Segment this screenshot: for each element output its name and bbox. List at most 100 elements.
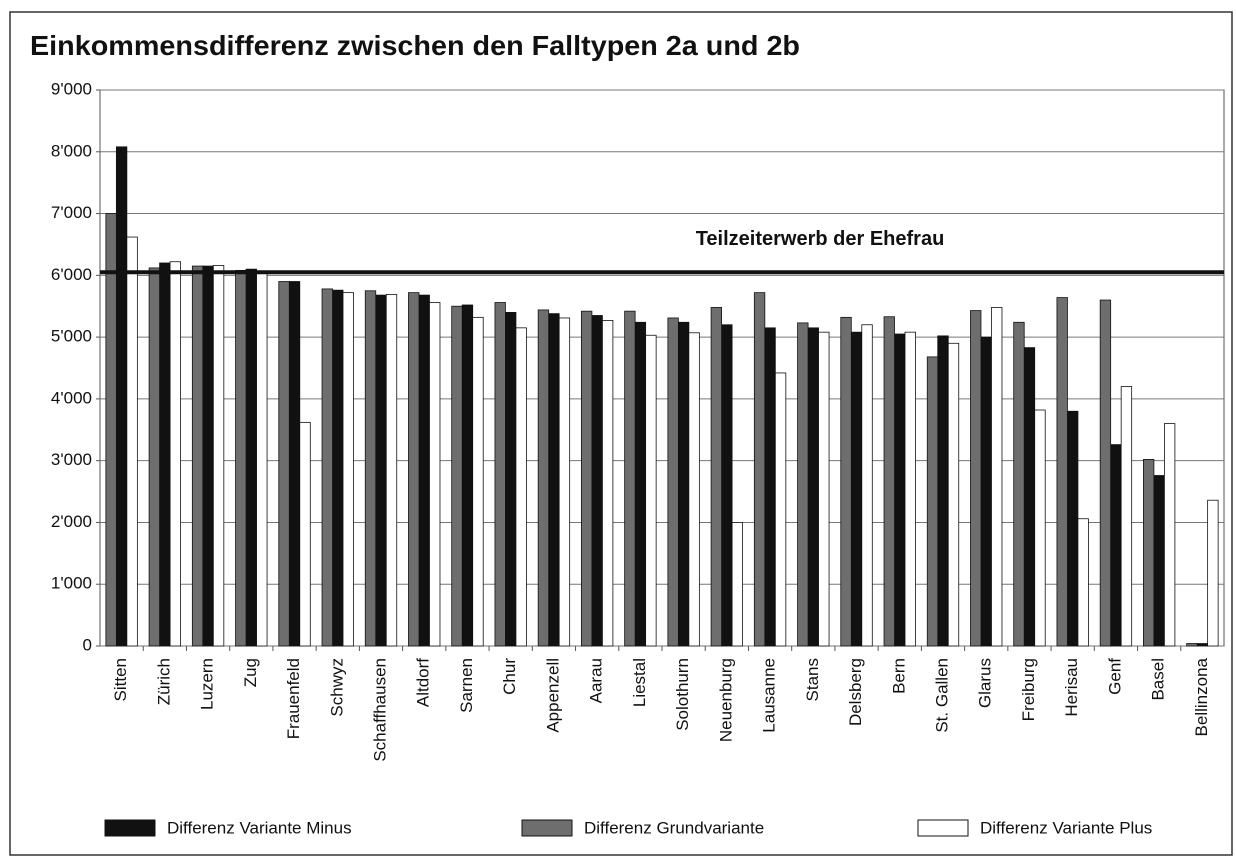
bar bbox=[688, 332, 700, 647]
bar bbox=[850, 331, 863, 647]
x-tick-label: Altdorf bbox=[414, 658, 433, 707]
bar bbox=[710, 307, 722, 647]
bar bbox=[764, 327, 776, 647]
y-tick-label: 1'000 bbox=[51, 574, 92, 593]
x-tick-label: Stans bbox=[803, 658, 822, 701]
bar bbox=[1023, 347, 1036, 647]
bar bbox=[385, 294, 398, 647]
legend-swatch bbox=[521, 819, 573, 837]
bar bbox=[797, 322, 809, 647]
x-tick-label: Schaffhausen bbox=[370, 658, 389, 762]
x-tick-label: Zürich bbox=[154, 658, 173, 705]
x-tick-label: Lausanne bbox=[760, 658, 779, 733]
bar bbox=[558, 317, 571, 647]
bar bbox=[235, 269, 247, 647]
legend-label: Differenz Grundvariante bbox=[584, 818, 764, 837]
bar bbox=[1143, 459, 1155, 647]
x-tick-label: Luzern bbox=[198, 658, 217, 710]
x-tick-label: Appenzell bbox=[543, 658, 562, 733]
bar bbox=[1013, 321, 1025, 647]
x-tick-label: Genf bbox=[1105, 658, 1124, 695]
bar bbox=[299, 421, 311, 647]
bar bbox=[429, 302, 441, 647]
bar bbox=[937, 335, 949, 647]
bar bbox=[667, 317, 679, 647]
bar bbox=[1164, 423, 1176, 647]
y-tick-label: 0 bbox=[83, 635, 92, 654]
y-tick-label: 7'000 bbox=[51, 203, 92, 222]
x-tick-label: Chur bbox=[500, 658, 519, 695]
reference-label: Teilzeiterwerb der Ehefrau bbox=[696, 228, 945, 250]
bar bbox=[126, 236, 138, 647]
bar bbox=[602, 320, 614, 647]
bar bbox=[1110, 444, 1122, 647]
x-tick-label: Solothurn bbox=[673, 658, 692, 731]
bar bbox=[1186, 643, 1198, 647]
bar bbox=[1099, 299, 1112, 647]
bar bbox=[515, 327, 527, 647]
bar bbox=[1207, 499, 1219, 647]
bar bbox=[494, 302, 506, 647]
bar bbox=[148, 267, 160, 647]
x-tick-label: Liestal bbox=[630, 658, 649, 707]
x-tick-label: Neuenburg bbox=[716, 658, 735, 742]
bar bbox=[191, 265, 204, 647]
bar bbox=[105, 213, 117, 647]
bar bbox=[375, 294, 387, 647]
x-tick-label: St. Gallen bbox=[932, 658, 951, 733]
bar bbox=[947, 342, 960, 647]
y-tick-label: 3'000 bbox=[51, 450, 92, 469]
bar bbox=[807, 327, 819, 647]
bar bbox=[1077, 518, 1089, 647]
y-tick-label: 5'000 bbox=[51, 327, 92, 346]
bar bbox=[342, 292, 354, 647]
bar bbox=[904, 331, 916, 647]
bar bbox=[731, 522, 743, 647]
bar bbox=[926, 356, 939, 647]
bar bbox=[970, 310, 982, 647]
x-tick-label: Bern bbox=[889, 658, 908, 694]
bar bbox=[840, 316, 852, 647]
y-tick-label: 9'000 bbox=[51, 79, 92, 98]
bar bbox=[894, 333, 906, 647]
bar bbox=[591, 315, 603, 647]
bar bbox=[774, 372, 787, 647]
plot-area bbox=[99, 89, 1225, 647]
y-tick-label: 6'000 bbox=[51, 265, 92, 284]
bar bbox=[278, 281, 290, 647]
x-tick-label: Aarau bbox=[587, 658, 606, 703]
bar bbox=[1153, 475, 1165, 647]
y-tick-label: 2'000 bbox=[51, 512, 92, 531]
bar bbox=[1120, 386, 1133, 647]
bar bbox=[115, 146, 128, 647]
bar bbox=[364, 290, 377, 647]
bar bbox=[1056, 297, 1068, 647]
bar bbox=[202, 265, 214, 647]
x-tick-label: Sarnen bbox=[457, 658, 476, 713]
bar bbox=[753, 292, 766, 647]
bar bbox=[245, 268, 257, 647]
bar bbox=[169, 261, 181, 647]
legend-swatch bbox=[917, 819, 969, 837]
x-tick-label: Delsberg bbox=[846, 658, 865, 726]
bar bbox=[212, 265, 225, 647]
bar bbox=[548, 313, 560, 647]
bar bbox=[332, 289, 344, 647]
bar bbox=[645, 334, 657, 647]
bar bbox=[451, 305, 463, 647]
bar bbox=[980, 336, 992, 647]
x-tick-label: Basel bbox=[1149, 658, 1168, 701]
bar bbox=[505, 311, 517, 647]
bar bbox=[677, 321, 690, 647]
y-tick-label: 4'000 bbox=[51, 388, 92, 407]
bar bbox=[408, 292, 420, 647]
x-tick-label: Bellinzona bbox=[1192, 657, 1211, 736]
bar bbox=[288, 281, 301, 647]
legend-swatch bbox=[104, 819, 156, 837]
legend-label: Differenz Variante Plus bbox=[980, 818, 1152, 837]
bar bbox=[883, 316, 895, 647]
x-tick-label: Zug bbox=[241, 658, 260, 687]
bar bbox=[472, 316, 484, 647]
bar bbox=[537, 309, 550, 647]
